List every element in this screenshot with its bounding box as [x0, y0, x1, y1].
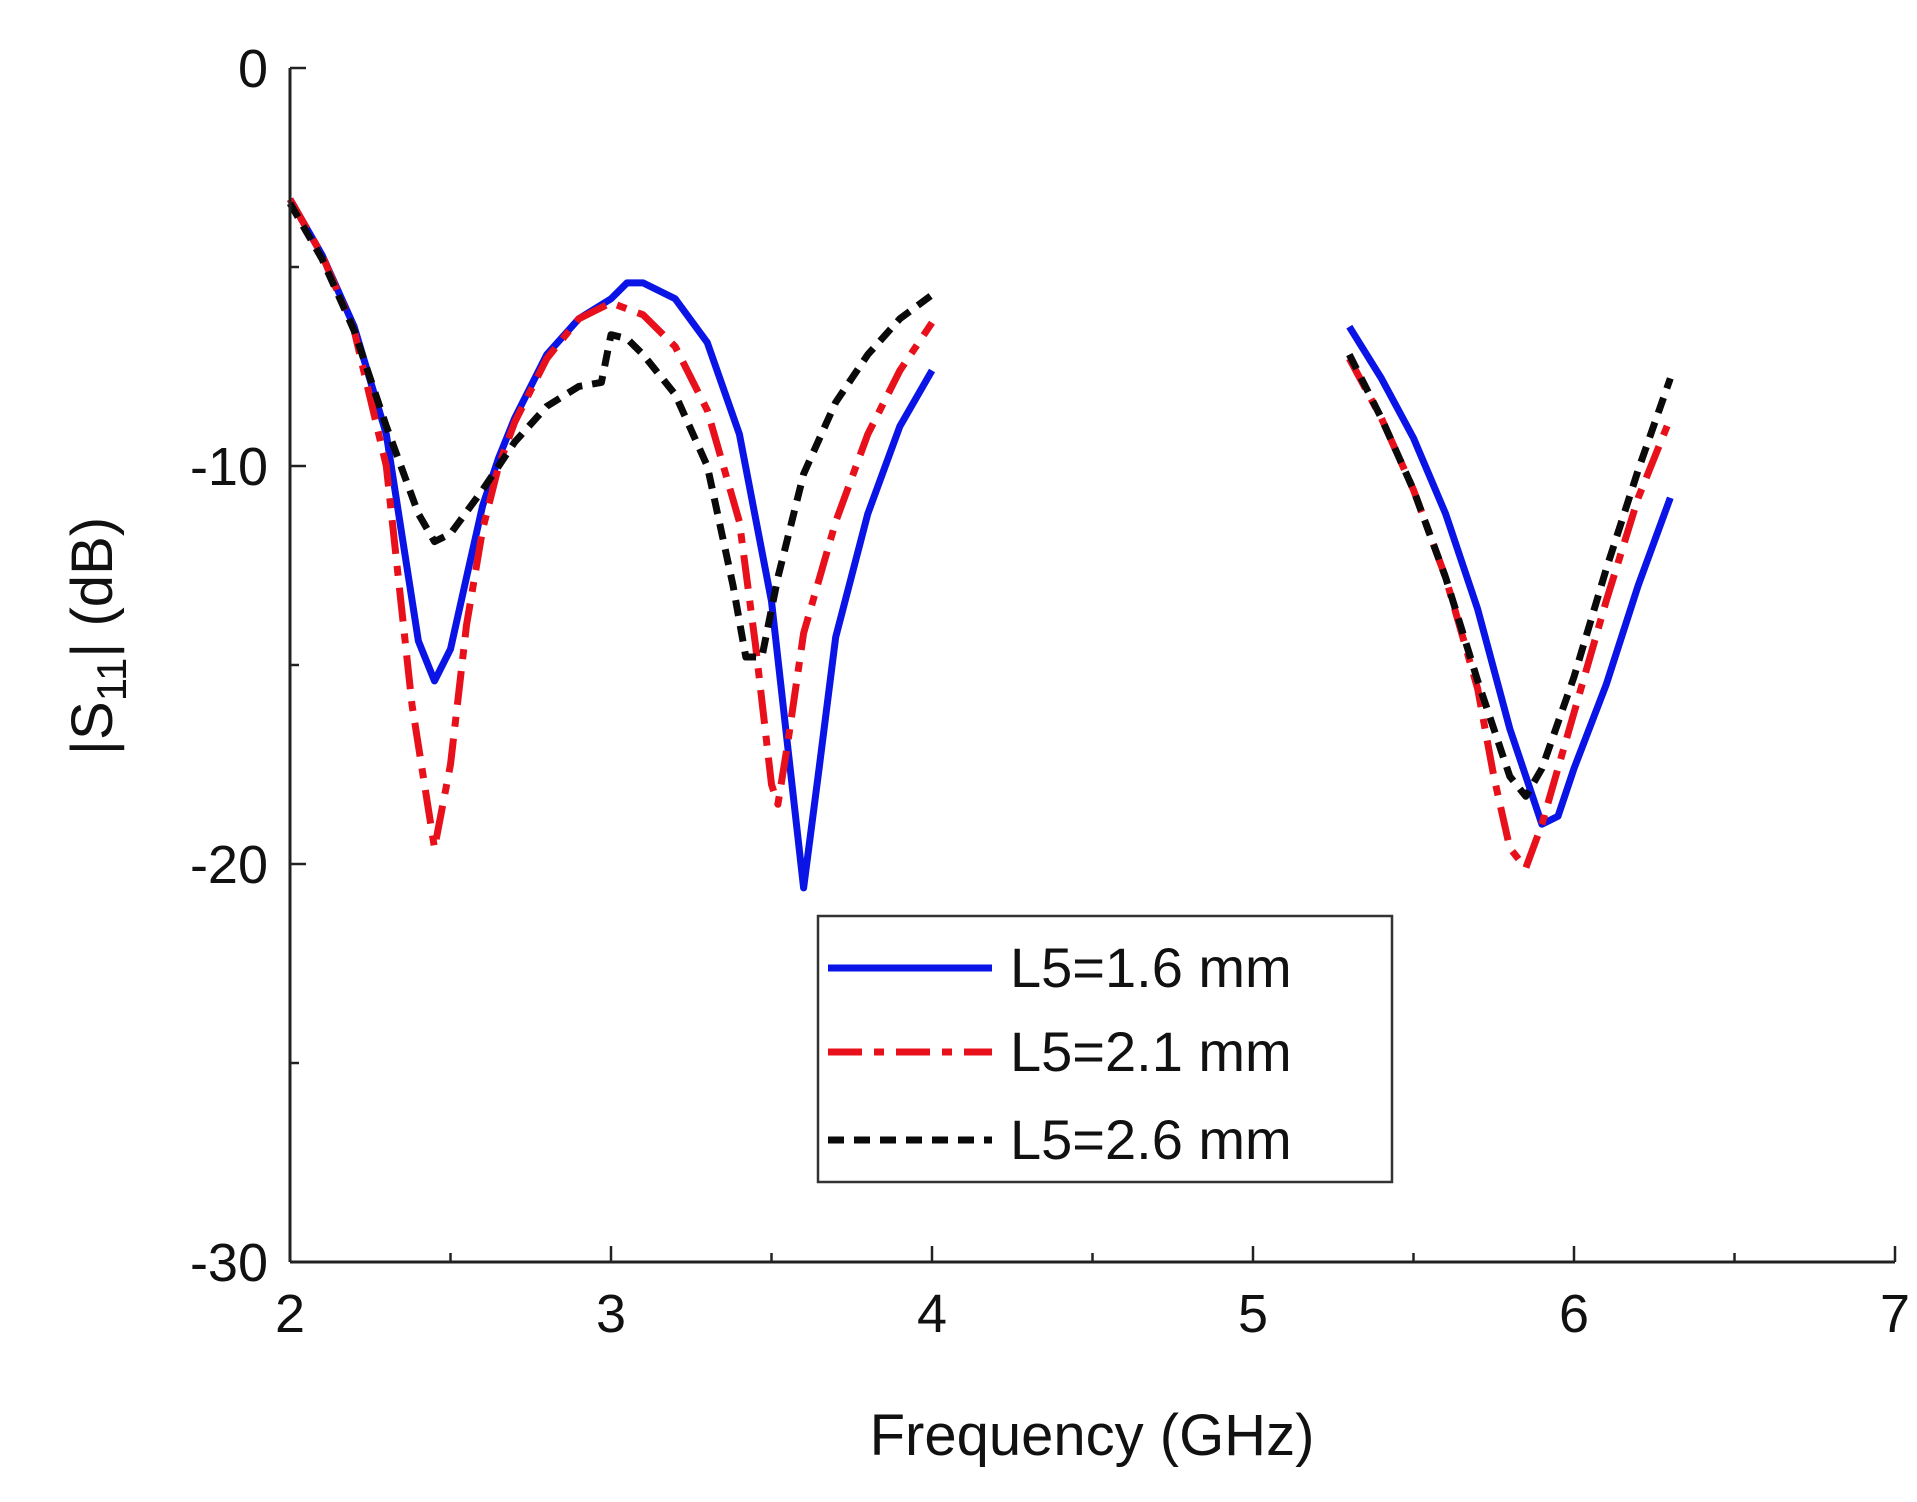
- x-tick-label: 5: [1238, 1284, 1268, 1344]
- x-tick-label: 6: [1559, 1284, 1589, 1344]
- legend-label-l5-1-6: L5=1.6 mm: [1010, 936, 1292, 999]
- axes: 2 3 4 5 6 7 0 -10 -20 -30: [190, 39, 1910, 1344]
- y-axis-title-subscript: 11: [88, 658, 135, 702]
- y-tick-label: 0: [238, 39, 268, 99]
- series-line-2-segment-0: [286, 201, 935, 661]
- series-line-0-segment-0: [286, 197, 936, 892]
- series-line-0-segment-1: [1346, 324, 1674, 828]
- series-line-2-segment-1: [1346, 353, 1674, 800]
- legend-label-l5-2-1: L5=2.1 mm: [1010, 1020, 1292, 1083]
- y-axis-title: |S11| (dB): [60, 517, 135, 755]
- x-tick-label: 3: [596, 1284, 626, 1344]
- y-tick-label: -30: [190, 1233, 268, 1293]
- y-tick-label: -20: [190, 835, 268, 895]
- x-tick-label: 4: [917, 1284, 947, 1344]
- y-axis-title-tail: | (dB): [60, 517, 125, 658]
- legend: L5=1.6 mm L5=2.1 mm L5=2.6 mm: [816, 914, 1394, 1184]
- series-line-1-segment-1: [1346, 356, 1674, 872]
- series-line-1-segment-0: [286, 197, 935, 852]
- y-tick-label: -10: [190, 437, 268, 497]
- y-axis-title-main: |S: [60, 701, 125, 755]
- x-axis-title: Frequency (GHz): [870, 1403, 1315, 1468]
- x-tick-label: 2: [275, 1284, 305, 1344]
- legend-label-l5-2-6: L5=2.6 mm: [1010, 1108, 1292, 1171]
- x-tick-label: 7: [1880, 1284, 1910, 1344]
- plot-lines: [286, 197, 1674, 892]
